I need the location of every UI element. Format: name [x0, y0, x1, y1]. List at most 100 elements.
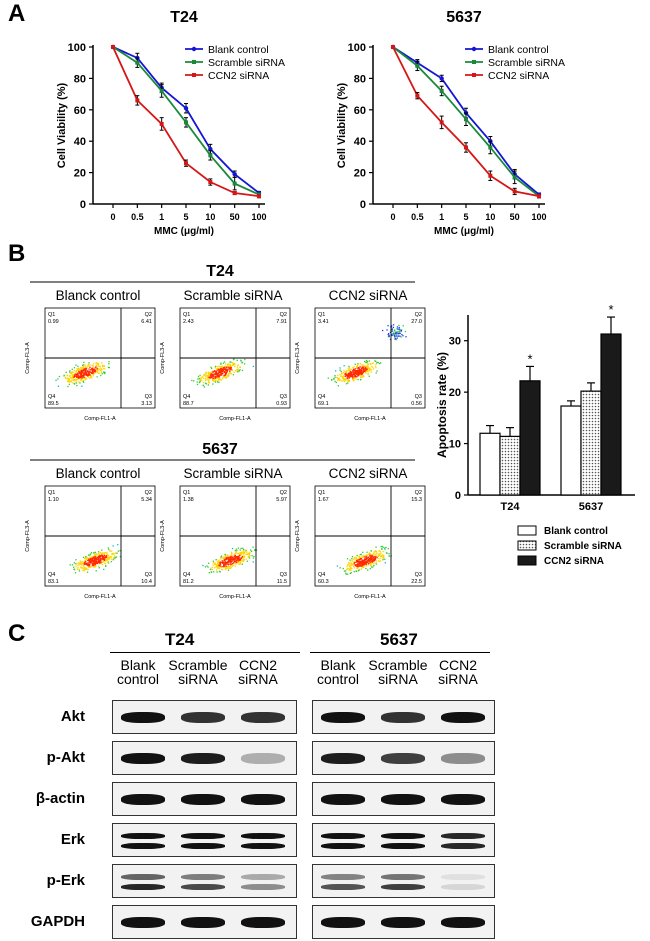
wb-band [121, 753, 165, 764]
y-tick-label: 0 [360, 199, 366, 211]
data-point [184, 120, 188, 125]
quadrant-name: Q3 [415, 572, 422, 578]
flow-plot-label: CCN2 siRNA [329, 466, 408, 481]
data-point [439, 76, 444, 81]
wb-title-t24: T24 [165, 630, 195, 649]
wb-band [241, 712, 285, 723]
flow-scatter [69, 544, 121, 574]
wb-band [241, 884, 285, 890]
y-tick-label: 80 [354, 73, 366, 85]
wb-band [441, 753, 485, 764]
quadrant-value: 3.41 [318, 319, 329, 325]
wb-strip-c5637 [312, 864, 495, 898]
data-point [232, 191, 237, 196]
panel-label-a: A [8, 0, 26, 27]
flow-plot-label: Blanck control [56, 466, 141, 481]
flow-y-axis-label: Comp-FL3-A [295, 520, 301, 552]
wb-band [381, 843, 425, 849]
bar [519, 380, 541, 496]
quadrant-name: Q4 [48, 394, 55, 400]
x-tick-label: 0 [110, 212, 115, 222]
data-point [208, 180, 213, 185]
data-point [208, 153, 213, 158]
flow-scatter [327, 324, 407, 387]
quadrant-value: 5.97 [276, 497, 287, 503]
data-point [488, 173, 493, 178]
quadrant-value: 88.7 [183, 401, 194, 407]
quadrant-name: Q2 [280, 312, 287, 318]
quadrant-name: Q3 [280, 394, 287, 400]
legend-marker [471, 46, 477, 52]
data-point [135, 60, 140, 65]
wb-row-label: Erk [60, 831, 85, 848]
legend-label: Blank control [488, 44, 549, 56]
data-point [111, 45, 115, 49]
bar [499, 435, 521, 496]
significance-mark: * [527, 351, 532, 366]
wb-band [381, 794, 425, 805]
wb-band [181, 833, 225, 839]
data-point [537, 194, 541, 199]
wb-divider-t24 [110, 652, 300, 653]
flow-group-title: 5637 [202, 441, 238, 458]
quadrant-value: 22.5 [411, 579, 422, 585]
wb-band [321, 712, 365, 723]
wb-band [181, 753, 225, 764]
flow-x-axis-label: Comp-FL1-A [84, 416, 116, 422]
quadrant-name: Q4 [48, 572, 55, 578]
quadrant-name: Q4 [318, 572, 325, 578]
quadrant-name: Q3 [145, 394, 152, 400]
quadrant-value: 11.5 [277, 579, 287, 585]
wb-band [381, 833, 425, 839]
y-tick-label: 100 [348, 42, 366, 54]
wb-strip-t24 [112, 741, 297, 775]
x-tick-label: 0.5 [411, 212, 424, 222]
x-tick-label: 1 [439, 212, 444, 222]
legend-label: Scramble siRNA [488, 57, 565, 69]
flow-y-axis-label: Comp-FL3-A [160, 520, 166, 552]
wb-row-label: p-Erk [46, 872, 85, 889]
bar-legend-swatch [517, 525, 537, 536]
significance-mark: * [608, 302, 613, 317]
viability-chart-t24: T24 0 20 40 60 80 100 0 0.5 1 5 10 50 100 MMC (μg/ml) C… [56, 9, 285, 237]
data-point [183, 106, 189, 111]
bar-y-tick-label: 10 [449, 439, 461, 451]
wb-band [441, 794, 485, 805]
wb-band [241, 833, 285, 839]
bar-legend-swatch [517, 540, 537, 551]
wb-col-t24-scramble: Scramble siRNA [168, 657, 228, 687]
y-tick-label: 20 [354, 168, 366, 180]
x-tick-label: 10 [205, 212, 215, 222]
wb-band [181, 917, 225, 928]
bar [560, 405, 582, 496]
bar-y-tick-label: 20 [449, 387, 461, 399]
quadrant-value: 1.10 [48, 497, 59, 503]
quadrant-value: 69.1 [318, 401, 329, 407]
quadrant-name: Q2 [145, 490, 152, 496]
bar-legend-label: CCN2 siRNA [544, 556, 604, 567]
data-point [488, 145, 493, 150]
wb-band [441, 884, 485, 890]
wb-band [381, 874, 425, 880]
wb-band [121, 833, 165, 839]
flow-group-title: T24 [206, 263, 234, 280]
bar-y-tick-label: 30 [449, 336, 461, 348]
panel-label-c: C [8, 620, 26, 647]
wb-strip-c5637 [312, 700, 495, 734]
flow-plot-label: Blanck control [56, 288, 141, 303]
data-point [184, 161, 188, 166]
quadrant-value: 6.41 [141, 319, 152, 325]
data-point [159, 121, 164, 126]
western-blot-panel: T24 5637 Blank control Scramble siRNA CCN2… [0, 620, 650, 941]
wb-band [441, 833, 485, 839]
panel-label-b: B [8, 240, 26, 267]
wb-band [441, 917, 485, 928]
bar [479, 432, 501, 496]
quadrant-name: Q1 [183, 312, 190, 318]
quadrant-name: Q2 [415, 490, 422, 496]
wb-band [441, 712, 485, 723]
x-tick-label: 100 [531, 212, 546, 222]
wb-col-5637-scramble: Scramble siRNA [368, 657, 428, 687]
viability-chart-5637: 5637 0 20 40 60 80 100 0 0.5 1 5 10 50 100 MMC (μg/ml)… [336, 9, 565, 237]
